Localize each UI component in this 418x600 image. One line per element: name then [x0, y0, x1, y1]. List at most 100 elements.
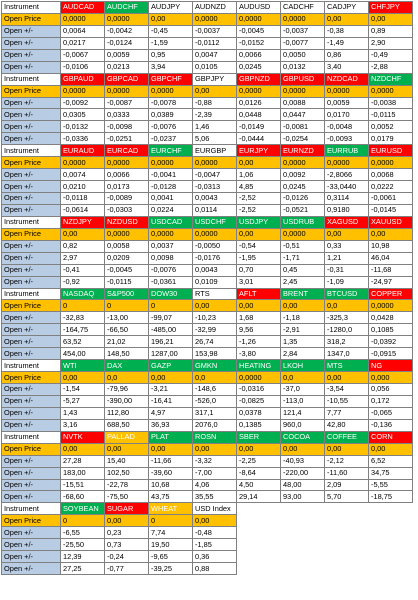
- open-change-value: 0,23: [104, 526, 149, 540]
- open-price-value: 0: [60, 299, 105, 313]
- open-change-value: -33,0440: [324, 180, 369, 193]
- instrument-name: NVTK: [60, 430, 105, 444]
- open-change-label: Open +/-: [1, 180, 61, 193]
- open-change-row: Open +/- -1,54 -79,96 -3,21 -148,6 -0,0316 -37…: [1, 383, 413, 396]
- open-change-row: Open +/- -5,27 -390,00 -16,41 -526,0 -0,0825-…: [1, 394, 413, 408]
- instrument-name: AUDNZD: [192, 1, 237, 14]
- empty-cell: [368, 538, 413, 551]
- open-change-value: -32,99: [192, 323, 237, 337]
- open-change-value: -0,24: [104, 550, 149, 564]
- open-price-value: 0: [60, 514, 105, 528]
- open-change-value: 0,0428: [368, 311, 413, 325]
- open-change-label: Open +/-: [1, 275, 61, 289]
- open-change-value: 0,95: [148, 48, 193, 62]
- open-change-value: 0,0066: [104, 168, 149, 182]
- open-change-value: 121,4: [280, 406, 325, 420]
- open-change-value: -11,60: [324, 466, 369, 480]
- open-change-value: 7,74: [148, 526, 193, 540]
- open-change-value: -0,0145: [368, 203, 413, 217]
- open-change-value: 148,50: [104, 347, 149, 361]
- open-change-value: -3,54: [324, 383, 369, 396]
- open-change-value: -0,0614: [60, 203, 105, 217]
- open-change-value: -0,0048: [324, 120, 369, 134]
- open-price-value: 0,0000: [368, 84, 413, 98]
- instrument-row-label: Instrument: [1, 144, 61, 158]
- open-change-value: 29,14: [236, 490, 281, 504]
- open-change-value: 0,0245: [236, 60, 281, 74]
- open-change-value: -485,00: [148, 323, 193, 337]
- open-price-value: 0,00: [192, 442, 237, 456]
- open-price-row: Open Price 0,00 0,0000 0,0000 0,0000 0,00 0,00…: [1, 227, 413, 241]
- open-change-value: 0,86: [324, 48, 369, 62]
- instrument-name: GBPNZD: [236, 72, 281, 86]
- instrument-row-label: Instrument: [1, 430, 61, 444]
- instrument-name: NZDJPY: [60, 215, 105, 229]
- empty-cell: [280, 538, 325, 551]
- open-change-value: 0,36: [192, 550, 237, 564]
- open-price-value: 0: [104, 299, 149, 313]
- open-change-value: -10,23: [192, 311, 237, 325]
- open-price-value: 0,0000: [192, 156, 237, 170]
- open-change-value: -32,83: [60, 311, 105, 325]
- open-change-value: 3,40: [324, 60, 369, 74]
- open-change-value: 21,02: [104, 335, 149, 349]
- open-price-value: 0,00: [148, 442, 193, 456]
- open-change-value: -0,0050: [192, 239, 237, 253]
- open-change-label: Open +/-: [1, 478, 61, 492]
- instrument-name: NZDCHF: [368, 72, 413, 86]
- open-change-value: 0,0170: [324, 108, 369, 122]
- open-change-value: 3,01: [236, 275, 281, 289]
- open-change-value: -0,0237: [148, 132, 193, 146]
- open-change-value: -0,0061: [368, 192, 413, 205]
- open-change-row: Open +/- -68,60 -75,50 43,75 35,55 29,14 93,00…: [1, 490, 413, 504]
- open-price-value: 0,0000: [60, 156, 105, 170]
- instrument-name: NASDAQ: [60, 287, 105, 301]
- open-change-value: -1,26: [236, 335, 281, 349]
- open-change-value: 27,25: [60, 562, 105, 575]
- open-change-value: -3,21: [148, 383, 193, 396]
- open-change-value: 0,0109: [192, 275, 237, 289]
- open-price-value: 0,00: [192, 84, 237, 98]
- instrument-name: USDJPY: [236, 215, 281, 229]
- open-change-value: -2,39: [192, 108, 237, 122]
- open-price-value: 0,00: [324, 227, 369, 241]
- open-change-label: Open +/-: [1, 311, 61, 325]
- open-change-value: 2,90: [368, 36, 413, 50]
- empty-cell: [280, 514, 325, 527]
- open-change-value: -8,64: [236, 466, 281, 480]
- open-change-row: Open +/- 0,82 0,0058 0,0037 -0,0050 -0,54 -0,5…: [1, 239, 413, 253]
- open-change-value: 0,0059: [324, 96, 369, 110]
- open-change-value: -0,0106: [60, 60, 105, 74]
- instrument-name: XAGUSD: [324, 215, 369, 229]
- instrument-name: GAZP: [148, 359, 193, 373]
- open-price-value: 0,0000: [236, 371, 281, 384]
- open-change-value: -0,0825: [236, 394, 281, 408]
- open-change-value: 2,84: [280, 347, 325, 361]
- open-change-value: 0,0333: [104, 108, 149, 122]
- open-price-value: 0,0000: [280, 84, 325, 98]
- open-change-value: 0,89: [368, 24, 413, 38]
- open-price-value: 0,0000: [368, 299, 413, 313]
- open-change-value: -0,77: [104, 562, 149, 575]
- open-change-value: 0,0105: [192, 60, 237, 74]
- empty-cell: [236, 502, 281, 515]
- open-price-value: 0,00: [148, 371, 193, 384]
- open-change-label: Open +/-: [1, 454, 61, 468]
- open-price-label: Open Price: [1, 371, 61, 384]
- open-price-value: 0,00: [280, 442, 325, 456]
- instrument-name: EURCHF: [148, 144, 193, 158]
- open-change-value: 27,28: [60, 454, 105, 468]
- open-change-label: Open +/-: [1, 538, 61, 552]
- open-change-value: 5,06: [192, 132, 237, 146]
- open-price-value: 0,00: [324, 12, 369, 26]
- open-price-value: 0,0000: [104, 156, 149, 170]
- open-change-value: -1,71: [280, 251, 325, 265]
- open-change-row: Open +/- -25,50 0,73 19,50 -1,85: [1, 538, 413, 552]
- open-change-label: Open +/-: [1, 60, 61, 74]
- open-change-value: -75,50: [104, 490, 149, 504]
- open-change-value: 0,0209: [104, 251, 149, 265]
- open-change-row: Open +/- -0,0336 -0,0251 -0,0237 5,06 -0,0444…: [1, 132, 413, 146]
- open-change-value: 43,75: [148, 490, 193, 504]
- open-price-value: 0,00: [324, 371, 369, 384]
- open-change-value: 0,0092: [280, 168, 325, 182]
